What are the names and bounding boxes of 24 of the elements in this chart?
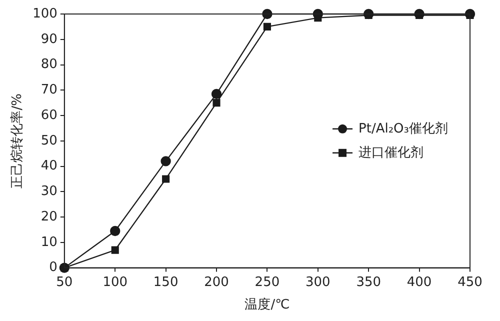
x-axis-title: 温度/℃ [244,296,290,313]
y-tick-label: 90 [40,32,58,47]
y-tick-label: 70 [40,82,58,98]
x-tick-label: 300 [305,274,330,290]
x-tick-label: 50 [56,274,73,290]
y-tick-label: 10 [40,234,58,250]
y-axis-title: 正己烷转化率/% [9,94,26,188]
y-tick-label: 80 [40,57,58,72]
y-tick-label: 100 [32,6,58,22]
x-tick-label: 350 [356,274,382,290]
x-tick-label: 400 [406,274,432,290]
y-tick-label: 50 [40,133,58,148]
y-tick-label: 30 [40,184,58,200]
x-tick-label: 150 [153,274,178,290]
legend-label: Pt/Al₂O₃催化剂 [358,120,448,136]
y-tick-label: 20 [40,209,58,224]
x-tick-label: 100 [102,274,128,290]
x-tick-label: 250 [254,274,280,290]
x-tick-label: 450 [458,274,482,290]
legend-label: 进口催化剂 [358,144,424,160]
y-tick-label: 40 [40,158,58,174]
x-tick-label: 200 [204,274,229,290]
y-tick-label: 0 [49,260,58,276]
y-tick-label: 60 [40,108,58,123]
